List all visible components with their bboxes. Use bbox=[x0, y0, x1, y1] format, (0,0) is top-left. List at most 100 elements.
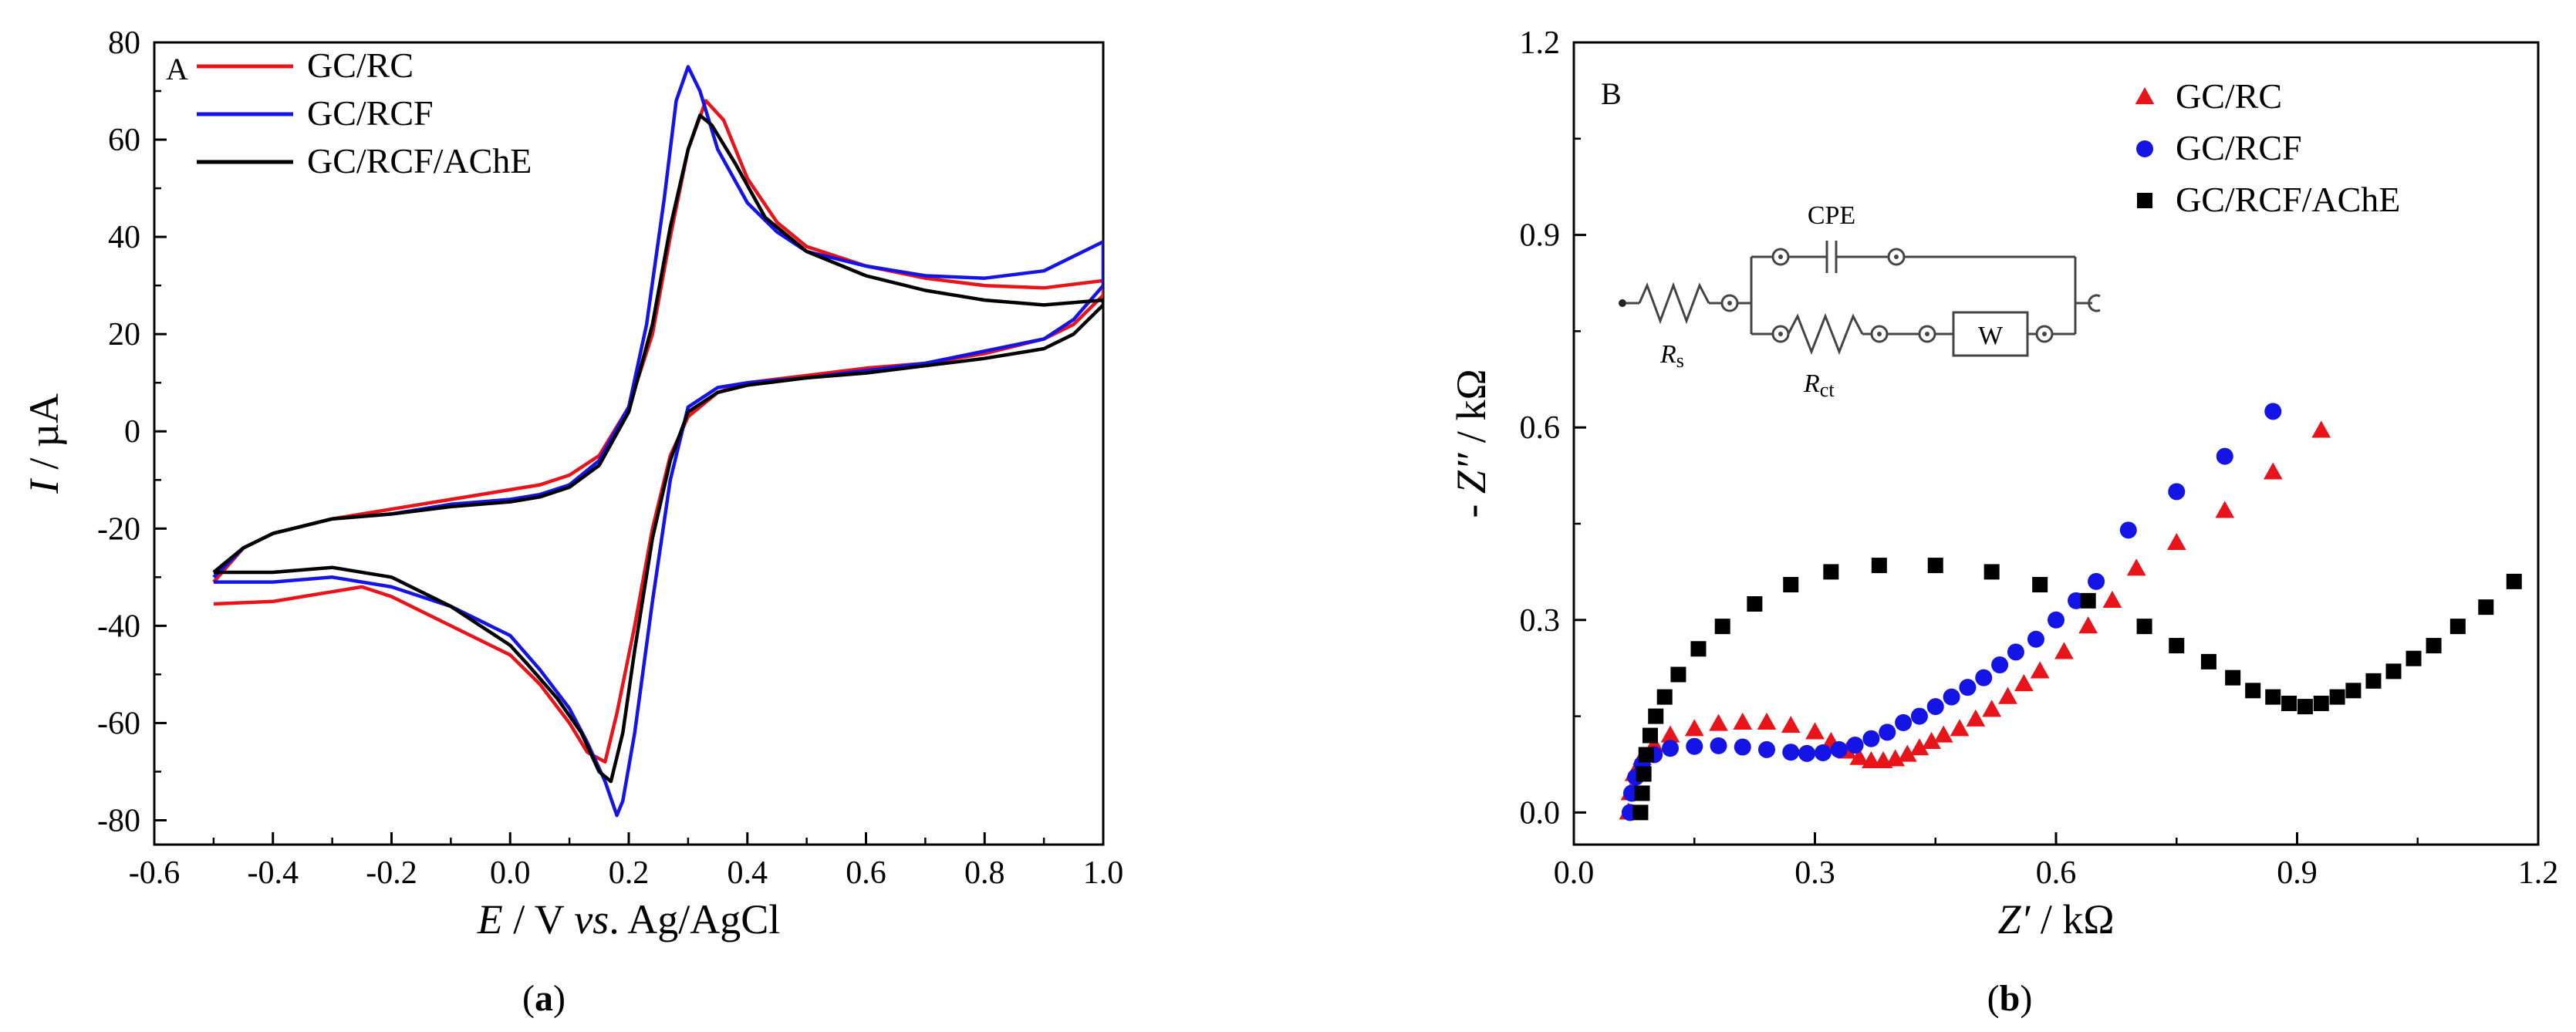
eis-point-circle bbox=[2168, 483, 2186, 501]
eis-point-circle bbox=[1734, 738, 1751, 756]
caption-b: (b) bbox=[1987, 978, 2033, 1019]
eis-point-circle bbox=[2119, 521, 2137, 539]
legend-marker-b bbox=[2136, 140, 2153, 157]
eis-point-square bbox=[1871, 558, 1887, 574]
eis-point-square bbox=[1927, 558, 1943, 574]
eis-point-square bbox=[2080, 592, 2096, 609]
eis-point-square bbox=[2385, 663, 2402, 680]
x-tick-label-b: 1.2 bbox=[2518, 855, 2559, 891]
eis-point-triangle bbox=[1998, 686, 2017, 704]
x-axis-label-a: E / V vs. Ag/AgCl bbox=[477, 896, 781, 943]
eis-point-circle bbox=[2027, 630, 2044, 648]
x-axis-label-b: Z′ / kΩ bbox=[1998, 896, 2115, 943]
node-dot bbox=[1778, 332, 1783, 336]
eis-point-square bbox=[2169, 638, 2185, 654]
x-tick-label-b: 0.0 bbox=[1554, 855, 1595, 891]
node-dot bbox=[2042, 332, 2047, 336]
eis-point-square bbox=[2032, 577, 2048, 593]
eis-point-circle bbox=[1975, 669, 1993, 686]
y-tick-label-a: -60 bbox=[97, 706, 140, 741]
legend-label-b: GC/RC bbox=[2176, 76, 2282, 116]
eis-point-square bbox=[2365, 673, 2382, 689]
eis-point-square bbox=[1670, 666, 1686, 683]
equivalent-circuit-inset bbox=[1619, 241, 2101, 357]
eis-point-circle bbox=[2068, 592, 2085, 609]
cv-chart-panel-a: -0.6 -0.4 -0.2 0.0 0.2 0.4 0.6 0.8 1.0 -80 -60 -40 -… bbox=[21, 25, 1123, 1019]
eis-point-square bbox=[2281, 695, 2297, 711]
legend-label-b: GC/RCF/AChE bbox=[2176, 180, 2400, 219]
eis-point-square bbox=[1632, 804, 1649, 821]
y-tick-label-a: -80 bbox=[97, 803, 140, 838]
eis-point-triangle bbox=[2215, 501, 2235, 518]
eis-point-circle bbox=[1814, 744, 1832, 762]
eis-point-square bbox=[1983, 564, 2000, 580]
eis-point-circle bbox=[2088, 572, 2105, 590]
y-tick-label-a: 60 bbox=[108, 123, 140, 158]
eis-point-triangle bbox=[2054, 642, 2074, 659]
eis-point-triangle bbox=[1950, 719, 1970, 737]
eis-point-triangle bbox=[1733, 712, 1753, 730]
eis-point-triangle bbox=[1709, 713, 1728, 731]
eis-point-circle bbox=[1991, 656, 2009, 674]
eis-point-triangle bbox=[1966, 709, 1986, 727]
eis-point-square bbox=[2478, 599, 2494, 615]
eis-point-square bbox=[1783, 577, 1799, 593]
eis-point-circle bbox=[1710, 737, 1727, 754]
x-tick-label-a: -0.2 bbox=[366, 855, 417, 891]
eis-point-square bbox=[2297, 699, 2313, 715]
eis-point-square bbox=[2406, 650, 2422, 666]
y-tick-label-a: 20 bbox=[108, 317, 140, 352]
eis-point-triangle bbox=[1922, 731, 1941, 749]
eis-point-square bbox=[1642, 727, 1658, 744]
rs-label-main: R bbox=[1659, 340, 1676, 369]
circuit-input-dot bbox=[1619, 299, 1626, 307]
y-tick-label-b: 0.9 bbox=[1520, 218, 1561, 254]
caption-a: (a) bbox=[522, 978, 566, 1019]
y-tick-label-a: 0 bbox=[124, 414, 140, 450]
eis-point-square bbox=[2313, 695, 2329, 711]
panel-letter-b: B bbox=[1601, 76, 1622, 111]
eis-point-circle bbox=[1862, 730, 1880, 747]
legend-marker-b bbox=[2137, 193, 2152, 208]
eis-point-triangle bbox=[1897, 744, 1917, 762]
node-dot bbox=[1778, 255, 1783, 259]
cv-series-line-2 bbox=[212, 113, 1103, 784]
legend-label-a: GC/RCF bbox=[307, 93, 434, 133]
eis-point-circle bbox=[2216, 447, 2233, 465]
eis-point-square bbox=[1747, 596, 1763, 612]
x-tick-label-a: 0.0 bbox=[490, 855, 531, 891]
x-tick-label-b: 0.3 bbox=[1794, 855, 1835, 891]
eis-point-circle bbox=[2264, 403, 2282, 420]
y-tick-label-a: 40 bbox=[108, 220, 140, 255]
eis-point-square bbox=[1638, 747, 1654, 763]
node-dot bbox=[1877, 332, 1882, 336]
node-dot bbox=[1727, 301, 1732, 305]
eis-point-triangle bbox=[2263, 462, 2283, 480]
eis-point-square bbox=[2200, 653, 2216, 669]
rct-label-main: R bbox=[1803, 369, 1820, 398]
eis-point-square bbox=[2265, 689, 2281, 705]
eis-point-triangle bbox=[1757, 712, 1777, 730]
eis-point-triangle bbox=[1982, 700, 2002, 717]
warburg-label: W bbox=[1978, 322, 2004, 350]
rs-label: Rs bbox=[1659, 340, 1684, 372]
x-tick-label-a: 0.6 bbox=[846, 855, 886, 891]
eis-point-square bbox=[2329, 689, 2345, 705]
panel-letter-a: A bbox=[166, 52, 188, 86]
eis-point-square bbox=[2426, 638, 2442, 654]
cv-series-line-0 bbox=[212, 99, 1103, 764]
legend-label-b: GC/RCF bbox=[2176, 128, 2302, 167]
y-tick-label-a: -40 bbox=[97, 609, 140, 644]
rct-label: Rct bbox=[1803, 369, 1835, 401]
eis-point-circle bbox=[1910, 707, 1928, 725]
x-tick-label-a: 0.2 bbox=[609, 855, 650, 891]
node-dot bbox=[1894, 255, 1899, 259]
eis-point-circle bbox=[1926, 698, 1944, 716]
x-tick-label-b: 0.9 bbox=[2277, 855, 2318, 891]
eis-point-circle bbox=[1879, 723, 1896, 741]
eis-point-square bbox=[1656, 689, 1673, 705]
x-tick-label-a: -0.6 bbox=[129, 855, 181, 891]
y-tick-label-a: -20 bbox=[97, 511, 140, 547]
eis-point-square bbox=[1714, 619, 1730, 635]
